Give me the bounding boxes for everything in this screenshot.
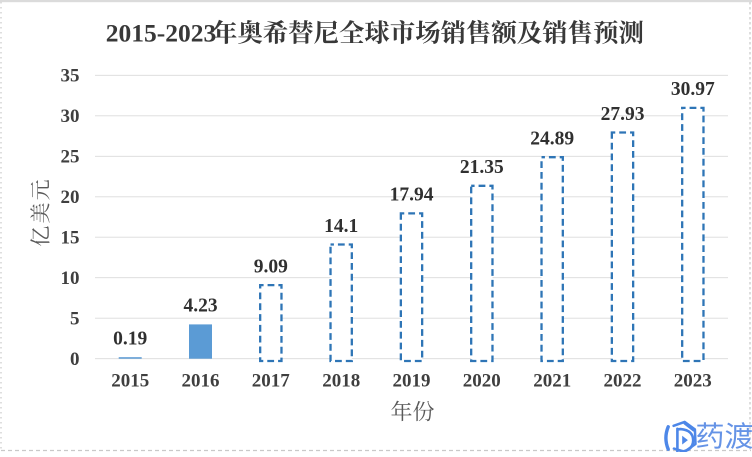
svg-text:4.23: 4.23 [183, 296, 217, 317]
svg-text:35: 35 [61, 66, 80, 87]
svg-text:2016: 2016 [182, 370, 220, 391]
svg-text:2022: 2022 [604, 370, 642, 391]
svg-text:17.94: 17.94 [390, 185, 434, 206]
svg-text:15: 15 [61, 228, 80, 249]
svg-text:24.89: 24.89 [530, 129, 574, 150]
svg-text:5: 5 [70, 309, 80, 330]
svg-text:2015: 2015 [111, 370, 149, 391]
svg-text:2020: 2020 [463, 370, 501, 391]
svg-text:2023: 2023 [674, 370, 712, 391]
svg-text:14.1: 14.1 [324, 216, 358, 237]
svg-text:2017: 2017 [252, 370, 291, 391]
svg-text:2015-2023: 2015-2023 [106, 19, 217, 48]
svg-text:0: 0 [70, 349, 80, 370]
svg-text:10: 10 [61, 268, 80, 289]
svg-text:20: 20 [61, 187, 80, 208]
svg-text:25: 25 [61, 147, 80, 168]
svg-text:9.09: 9.09 [254, 256, 288, 277]
svg-text:27.93: 27.93 [601, 104, 645, 125]
svg-text:30: 30 [61, 106, 80, 127]
svg-text:2021: 2021 [533, 370, 571, 391]
svg-text:0.19: 0.19 [113, 329, 147, 350]
svg-text:21.35: 21.35 [460, 157, 504, 178]
svg-text:2018: 2018 [322, 370, 360, 391]
svg-text:2019: 2019 [393, 370, 431, 391]
svg-text:30.97: 30.97 [671, 79, 715, 100]
